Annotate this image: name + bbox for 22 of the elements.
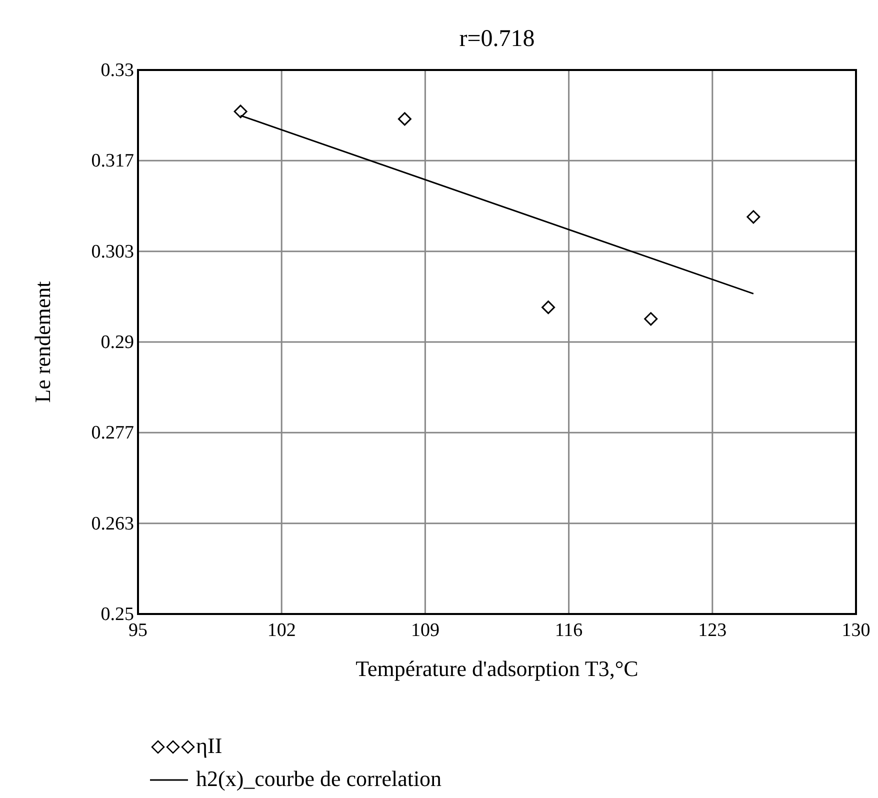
x-axis-title: Température d'adsorption T3,°C (356, 656, 638, 681)
point (644, 312, 658, 326)
y-tick-label: 0.303 (91, 241, 134, 262)
x-tick-label: 116 (554, 620, 583, 641)
x-tick-label: 130 (842, 620, 870, 641)
y-tick-label: 0.29 (100, 332, 134, 353)
x-tick-label: 95 (128, 620, 148, 641)
point (746, 210, 760, 224)
y-tick-label: 0.33 (100, 60, 134, 81)
y-tick-label: 0.277 (91, 422, 134, 444)
point (542, 300, 556, 314)
point (398, 112, 412, 126)
legend-label: ηII (196, 733, 222, 758)
y-tick-label: 0.317 (91, 150, 134, 172)
point (234, 104, 248, 118)
y-axis-title: Le rendement (30, 281, 55, 403)
x-tick-label: 123 (698, 620, 727, 641)
legend-label: h2(x)_courbe de correlation (196, 766, 442, 791)
y-tick-label: 0.263 (91, 513, 134, 534)
chart-title: r=0.718 (459, 26, 535, 52)
x-tick-label: 109 (410, 620, 440, 641)
x-tick-label: 102 (267, 620, 296, 641)
